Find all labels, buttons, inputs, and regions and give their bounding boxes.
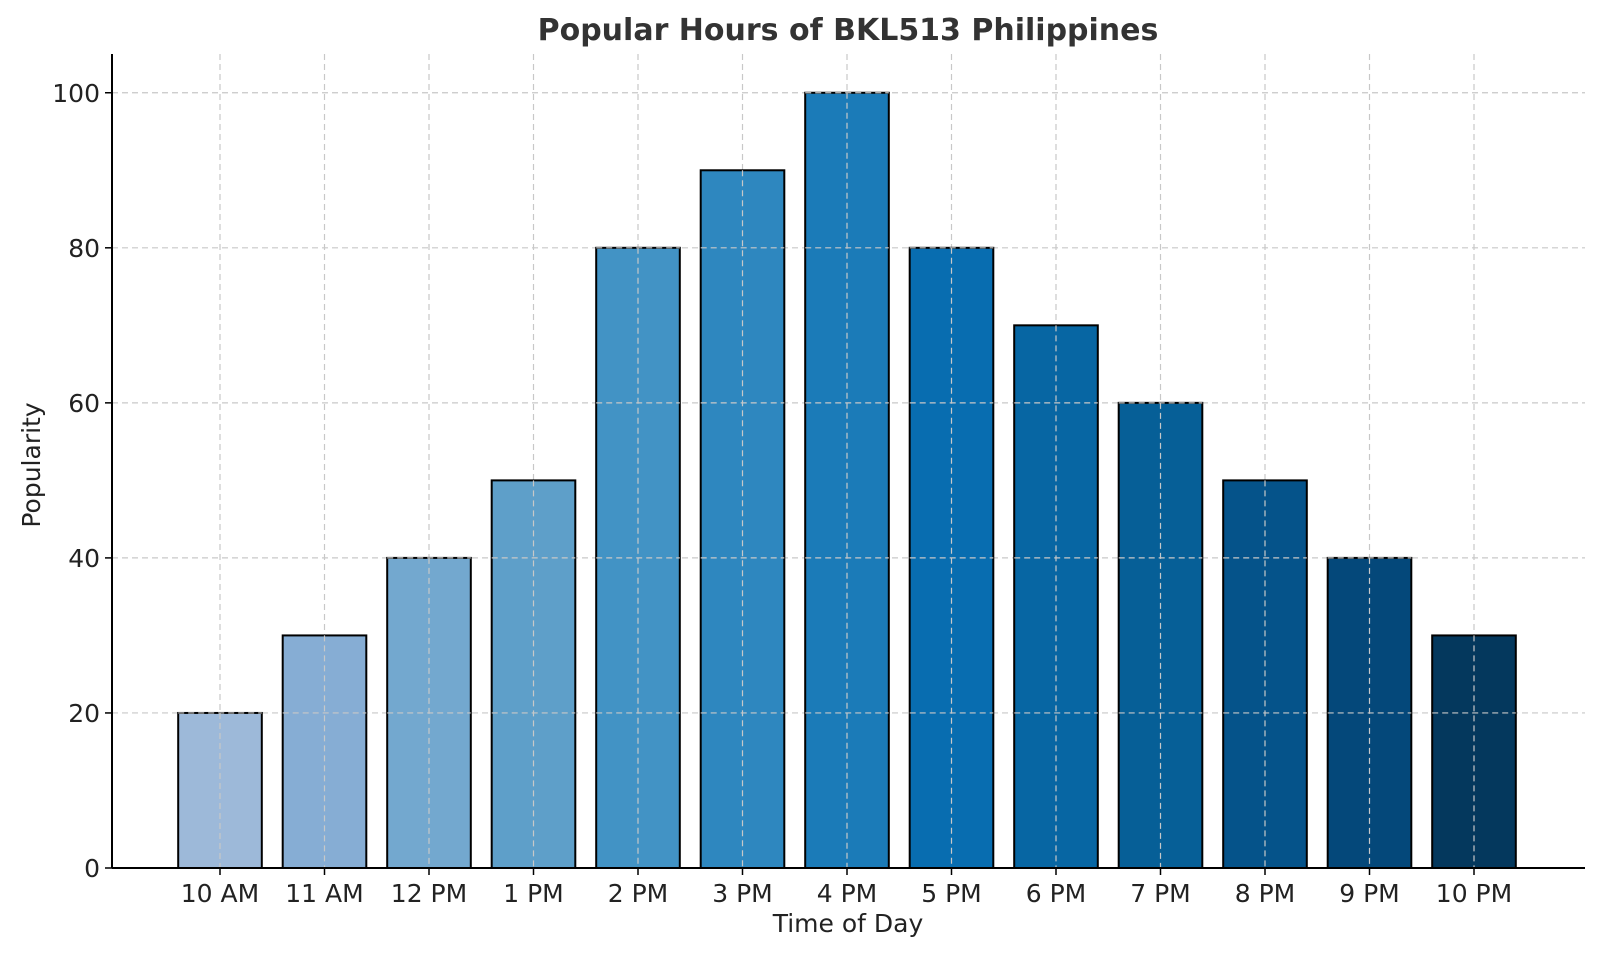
chart-title: Popular Hours of BKL513 Philippines <box>538 13 1159 48</box>
x-axis-label: Time of Day <box>772 909 924 938</box>
x-tick-label: 10 PM <box>1436 879 1512 908</box>
axes-layer <box>105 54 1585 875</box>
x-tick-label: 10 AM <box>181 879 259 908</box>
x-tick-label: 4 PM <box>817 879 878 908</box>
x-tick-label: 11 AM <box>285 879 363 908</box>
x-tick-label: 7 PM <box>1130 879 1191 908</box>
x-tick-label: 3 PM <box>712 879 773 908</box>
y-tick-label: 40 <box>68 544 100 573</box>
bar-4-pm <box>804 91 890 869</box>
y-tick-label: 80 <box>68 234 100 263</box>
bars-layer <box>177 91 1517 870</box>
y-tick-label: 60 <box>68 389 100 418</box>
x-tick-label: 6 PM <box>1026 879 1087 908</box>
x-tick-label: 1 PM <box>503 879 564 908</box>
x-tick-label: 9 PM <box>1339 879 1400 908</box>
grid-layer <box>112 54 1585 868</box>
y-axis-label: Popularity <box>17 402 46 527</box>
x-tick-label: 12 PM <box>391 879 467 908</box>
y-tick-label: 100 <box>52 79 100 108</box>
x-tick-label: 2 PM <box>608 879 669 908</box>
y-tick-label: 20 <box>68 699 100 728</box>
x-tick-label: 5 PM <box>921 879 982 908</box>
y-tick-label: 0 <box>84 854 100 883</box>
labels-layer: 0 20 40 60 80 100 10 AM 11 AM 12 PM 1 PM 2 PM 3 PM 4… <box>52 79 1512 908</box>
x-tick-label: 8 PM <box>1235 879 1296 908</box>
